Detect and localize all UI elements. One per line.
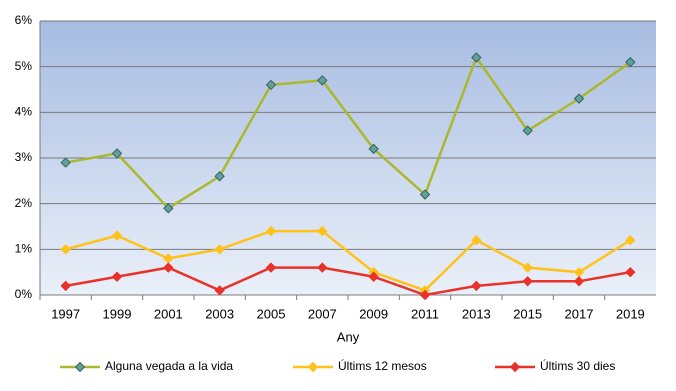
x-tick-label: 2011 <box>411 306 439 321</box>
data-point <box>265 262 277 273</box>
x-tick-label: 2001 <box>154 306 183 321</box>
series-line <box>65 229 631 292</box>
data-point <box>471 280 482 292</box>
y-tick-label: 0% <box>15 287 33 301</box>
y-tick-label: 4% <box>15 105 33 119</box>
data-point <box>522 125 533 136</box>
data-point <box>522 276 533 287</box>
data-point <box>111 148 123 159</box>
legend-marker <box>509 361 521 373</box>
data-point <box>368 143 379 155</box>
x-tick-label: 2005 <box>257 306 286 321</box>
data-point <box>265 79 277 91</box>
legend-label: Alguna vegada a la vida <box>105 359 233 373</box>
data-point <box>60 244 71 255</box>
x-tick-label: 2015 <box>513 306 542 321</box>
data-point <box>163 203 174 214</box>
series-line <box>65 54 632 210</box>
data-point <box>317 225 328 237</box>
x-tick-label: 2013 <box>462 306 491 321</box>
data-point <box>419 289 431 301</box>
data-point <box>265 225 277 237</box>
data-point <box>419 189 431 200</box>
data-point <box>368 271 379 282</box>
y-tick-label: 6% <box>15 13 33 27</box>
data-point <box>111 230 123 241</box>
x-tick-label: 2003 <box>205 306 234 321</box>
data-point <box>573 276 585 287</box>
x-tick-label: 2019 <box>616 306 645 321</box>
data-point <box>214 171 225 182</box>
x-tick-label: 2007 <box>308 306 337 321</box>
data-point <box>471 52 482 63</box>
x-tick-label: 2017 <box>565 306 594 321</box>
data-point <box>60 280 71 292</box>
data-point <box>111 271 123 282</box>
x-tick-label: 2009 <box>359 306 388 321</box>
x-tick-label: 1997 <box>51 306 80 321</box>
series-line <box>65 266 631 297</box>
data-point <box>625 266 636 278</box>
x-axis-label: Any <box>337 329 360 344</box>
y-tick-label: 5% <box>15 59 33 73</box>
data-point <box>471 234 482 246</box>
data-point <box>60 157 71 168</box>
data-point <box>317 262 328 273</box>
data-point <box>317 75 328 86</box>
y-tick-label: 3% <box>15 150 33 164</box>
data-point <box>625 234 636 246</box>
data-point <box>522 262 533 273</box>
data-point <box>214 285 225 296</box>
legend-label: Últims 30 dies <box>540 358 615 373</box>
legend-marker <box>74 361 86 373</box>
data-point <box>214 244 225 255</box>
data-point <box>163 262 174 273</box>
legend-label: Últims 12 mesos <box>338 358 427 373</box>
x-tick-label: 1999 <box>103 306 132 321</box>
y-tick-label: 1% <box>15 242 33 256</box>
y-tick-label: 2% <box>15 196 33 210</box>
legend-marker <box>307 361 319 373</box>
data-point <box>625 56 636 68</box>
data-point <box>573 93 585 104</box>
